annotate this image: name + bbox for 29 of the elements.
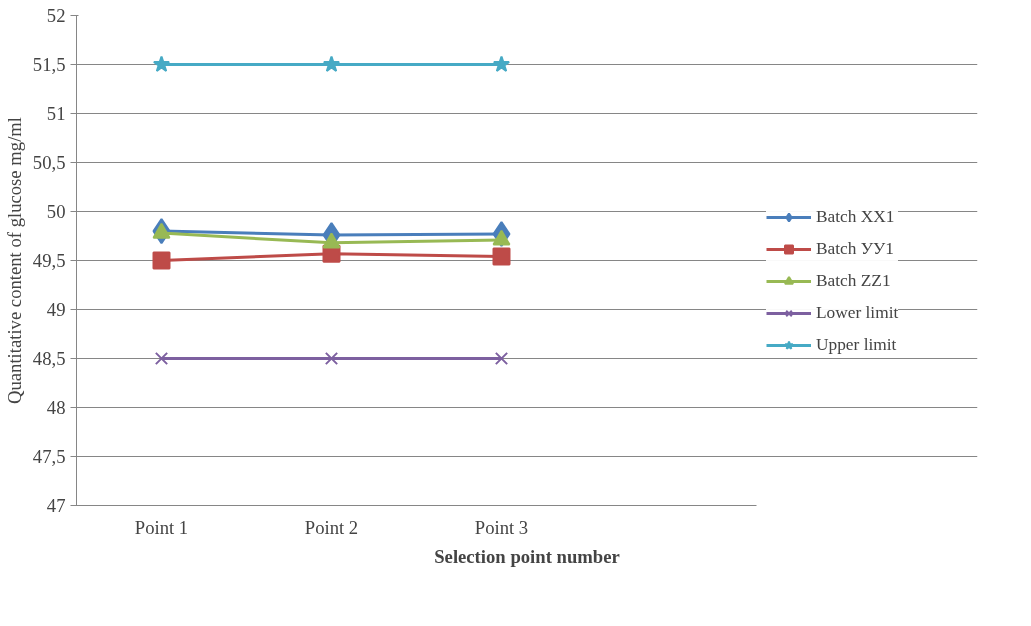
y-tick-label: 48 (46, 397, 66, 418)
point (492, 247, 511, 266)
y-axis-title: Quantitative content of glucose mg/ml (3, 116, 25, 405)
y-tick-label: 51,5 (32, 54, 66, 75)
point (152, 55, 171, 72)
y-tick-label: 49,5 (32, 250, 66, 271)
legend-label: Upper limit (816, 335, 897, 355)
point (492, 55, 511, 72)
point (152, 251, 171, 270)
y-tick-label: 49 (46, 299, 66, 320)
y-tick-label: 50,5 (32, 152, 66, 173)
x-tick-label: Point 2 (304, 516, 359, 538)
point (324, 351, 339, 366)
y-tick-label: 51 (46, 103, 66, 124)
y-tick-label: 52 (46, 5, 66, 26)
point (154, 351, 169, 366)
x-tick-label: Point 1 (134, 516, 189, 538)
y-tick-label: 48,5 (32, 348, 66, 369)
x-axis-title: Selection point number (434, 545, 620, 567)
y-tick-label: 47 (46, 495, 66, 516)
legend-label: Batch УУ1 (816, 239, 894, 259)
legend-label: Batch ZZ1 (816, 271, 891, 291)
y-tick-label: 47,5 (32, 446, 66, 467)
point (322, 55, 341, 72)
point (494, 351, 509, 366)
legend-label: Batch XX1 (816, 207, 895, 227)
y-tick-label: 50 (46, 201, 66, 222)
x-tick-label: Point 3 (474, 516, 529, 538)
legend-label: Lower limit (816, 303, 899, 323)
